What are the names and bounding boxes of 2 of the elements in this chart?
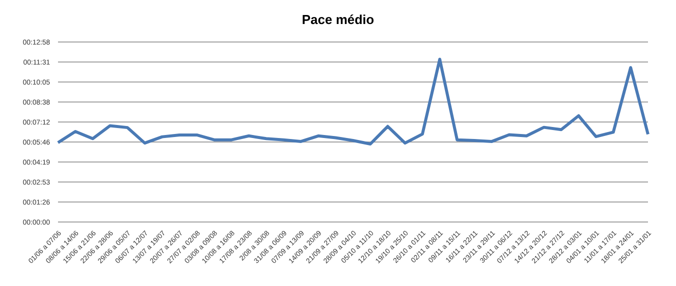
chart-title: Pace médio (300, 11, 376, 29)
line-series (56, 58, 650, 146)
